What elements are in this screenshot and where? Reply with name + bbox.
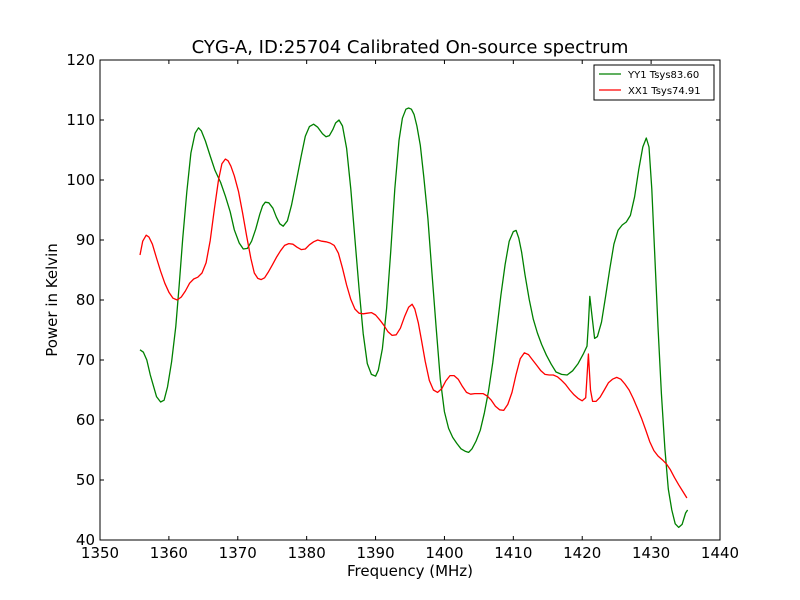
y-tick-label: 90 xyxy=(76,231,95,249)
series-line-xx1 xyxy=(139,158,688,499)
legend-box xyxy=(593,64,715,101)
y-tick-label: 70 xyxy=(76,351,95,369)
y-tick-label: 60 xyxy=(76,411,95,429)
ticks-layer: 1350 1360 1370 1380 1390 1400 1410 1420 1430 1440… xyxy=(66,51,739,562)
x-tick-label: 1350 xyxy=(81,544,119,562)
x-axis-label: Frequency (MHz) xyxy=(347,562,473,580)
y-tick-label: 120 xyxy=(66,51,95,69)
y-tick-label: 110 xyxy=(66,111,95,129)
plot-frame xyxy=(99,59,721,541)
y-tick-label: 40 xyxy=(76,531,95,549)
x-tick-label: 1440 xyxy=(701,544,739,562)
y-tick-label: 80 xyxy=(76,291,95,309)
plot-area xyxy=(100,60,720,540)
x-tick-label: 1380 xyxy=(288,544,326,562)
x-tick-label: 1400 xyxy=(425,544,463,562)
x-tick-label: 1360 xyxy=(150,544,188,562)
x-tick-label: 1390 xyxy=(356,544,394,562)
x-tick-label: 1370 xyxy=(219,544,257,562)
x-tick-label: 1420 xyxy=(563,544,601,562)
x-tick-label: 1410 xyxy=(494,544,532,562)
legend: YY1 Tsys83.60 XX1 Tsys74.91 xyxy=(593,64,715,101)
legend-label-xx1: XX1 Tsys74.91 xyxy=(628,86,701,97)
series-layer xyxy=(139,107,689,529)
x-tick-label: 1430 xyxy=(632,544,670,562)
chart-title: CYG-A, ID:25704 Calibrated On-source spe… xyxy=(192,37,629,58)
legend-label-yy1: YY1 Tsys83.60 xyxy=(627,70,699,81)
series-line-yy1 xyxy=(139,107,689,529)
y-tick-label: 50 xyxy=(76,471,95,489)
y-axis-label: Power in Kelvin xyxy=(43,243,61,357)
y-tick-label: 100 xyxy=(66,171,95,189)
